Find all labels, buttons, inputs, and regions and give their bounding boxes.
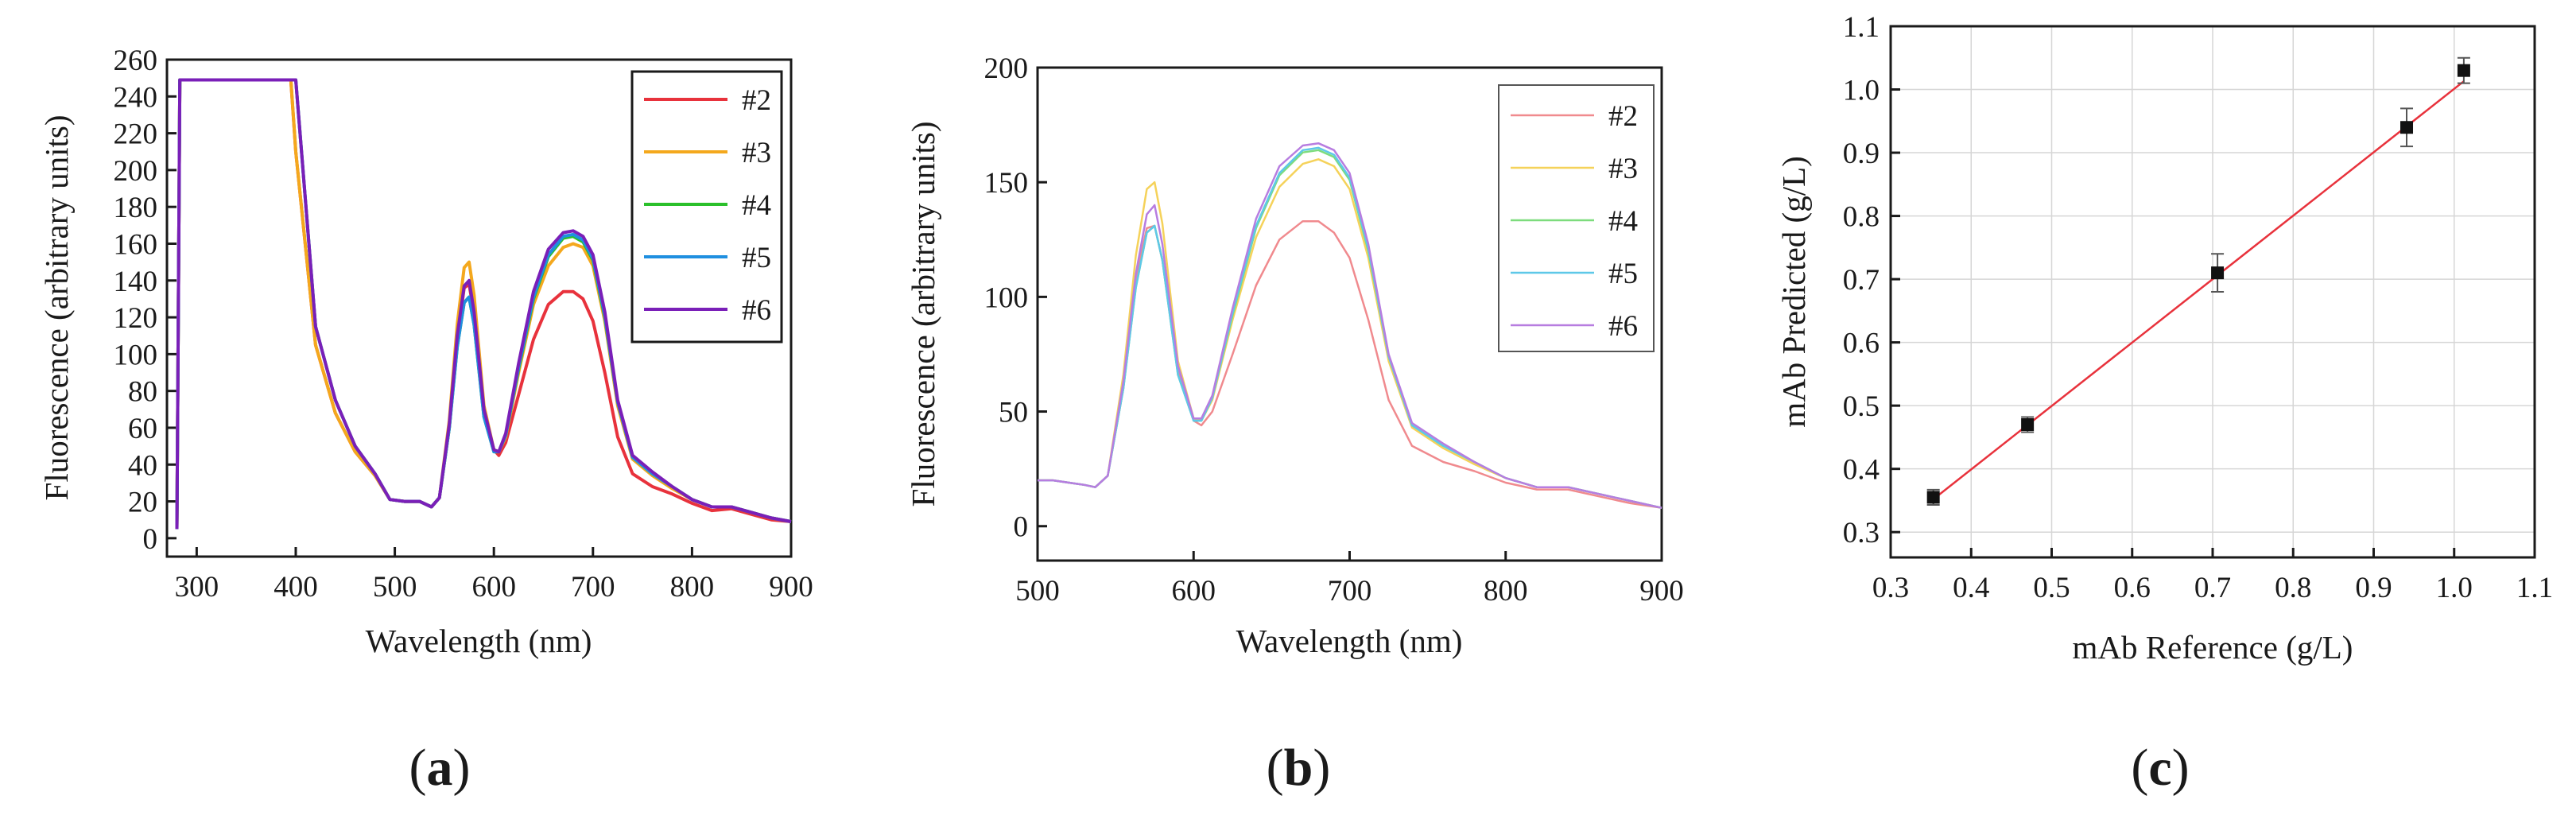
panel-a-plot-frame [165, 58, 793, 558]
data-point [2457, 64, 2470, 77]
y-tick-label: 0.6 [1843, 328, 1880, 360]
x-tick-label: 900 [769, 571, 813, 604]
x-tick-label: 600 [471, 571, 516, 604]
y-tick-label: 100 [984, 281, 1029, 314]
legend-label-n6: #6 [742, 294, 771, 327]
panel-b-curves [1038, 142, 1662, 509]
x-tick-label: 700 [571, 571, 615, 604]
x-tick-label: 1.1 [2516, 572, 2553, 604]
panel-a-ylabel: Fluorescence (arbitrary units) [38, 115, 75, 501]
y-tick-label: 0 [143, 523, 158, 556]
x-tick-label: 0.7 [2194, 572, 2231, 604]
fit-line [1932, 80, 2465, 500]
legend-label-n6: #6 [1608, 310, 1638, 343]
legend-label-n5: #5 [1608, 258, 1638, 290]
y-tick-label: 0.4 [1843, 454, 1880, 487]
y-tick-label: 60 [128, 413, 157, 445]
y-tick-label: 260 [114, 45, 158, 77]
y-tick-label: 160 [114, 228, 158, 261]
panel-c-fit [1932, 80, 2465, 500]
panel-a-curves [175, 78, 792, 530]
panel-b-xlabel: Wavelength (nm) [1236, 623, 1463, 659]
x-tick-label: 600 [1172, 575, 1216, 607]
x-tick-label: 400 [274, 571, 318, 604]
y-tick-label: 180 [114, 192, 158, 224]
panel-b-ticks: 500 600 700 800 900 0 50 100 150 200 [984, 52, 1684, 607]
panel-b-legend-box [1498, 84, 1655, 352]
y-tick-label: 0.7 [1843, 264, 1880, 297]
panel-a-legend-box [630, 70, 783, 344]
series-line-n4 [175, 78, 792, 530]
y-tick-label: 240 [114, 81, 158, 114]
panel-b-ylabel: Fluorescence (arbitrary units) [905, 122, 941, 507]
data-point [2400, 121, 2414, 134]
legend-label-n3: #3 [1608, 153, 1638, 185]
y-tick-label: 0 [1014, 511, 1029, 544]
x-tick-label: 0.3 [1872, 572, 1909, 604]
x-tick-label: 1.0 [2436, 572, 2473, 604]
panel-a-xlabel: Wavelength (nm) [366, 623, 592, 659]
legend-label-n3: #3 [742, 137, 771, 169]
panel-b-legend: #2 #3 #4 #5 #6 [1498, 84, 1655, 352]
x-tick-label: 700 [1328, 575, 1372, 607]
y-tick-label: 1.1 [1843, 11, 1880, 44]
data-point [2021, 418, 2035, 431]
y-tick-label: 120 [114, 302, 158, 335]
x-tick-label: 800 [670, 571, 715, 604]
y-tick-label: 200 [984, 52, 1029, 85]
legend-label-n4: #4 [742, 189, 771, 222]
panel-a-caption: (a) [409, 739, 471, 797]
panel-c-ylabel: mAb Predicted (g/L) [1775, 156, 1812, 428]
panel-a-legend: #2 #3 #4 #5 #6 [630, 70, 783, 344]
y-tick-label: 0.5 [1843, 390, 1880, 423]
x-tick-label: 0.5 [2033, 572, 2070, 604]
y-tick-label: 50 [999, 397, 1028, 429]
data-point [2211, 266, 2225, 280]
x-tick-label: 300 [175, 571, 219, 604]
y-tick-label: 200 [114, 155, 158, 188]
x-tick-label: 900 [1639, 575, 1684, 607]
series-line-n6 [1038, 142, 1662, 509]
x-tick-label: 0.4 [1953, 572, 1989, 604]
x-tick-label: 500 [1015, 575, 1060, 607]
panel-c-ticks: 0.3 0.4 0.5 0.6 0.7 0.8 0.9 1.0 1.1 0.3 0.4 0.5 0.6 0… [1843, 11, 2553, 604]
panel-c-xlabel: mAb Reference (g/L) [2073, 629, 2353, 666]
y-tick-label: 0.9 [1843, 138, 1880, 170]
y-tick-label: 1.0 [1843, 75, 1880, 107]
panel-a-caption-letter: a [427, 739, 453, 797]
series-line-n3 [175, 78, 792, 530]
y-tick-label: 140 [114, 266, 158, 298]
panel-b-caption-letter: b [1284, 739, 1313, 797]
y-tick-label: 100 [114, 339, 158, 371]
series-line-n6 [175, 78, 792, 530]
x-tick-label: 800 [1484, 575, 1528, 607]
panel-c-caption-letter: c [2148, 739, 2171, 797]
y-tick-label: 20 [128, 487, 157, 519]
panel-a-ticks: 300 400 500 600 700 800 900 0 20 40 60 80 100 120 140 1… [114, 45, 813, 604]
series-line-n2 [175, 78, 792, 530]
x-tick-label: 500 [373, 571, 417, 604]
y-tick-label: 0.3 [1843, 517, 1880, 549]
panel-b: 500 600 700 800 900 0 50 100 150 200 #2 #3 #4 #5 #6 W… [905, 52, 1684, 797]
y-tick-label: 80 [128, 376, 157, 409]
panel-c-caption: (c) [2131, 739, 2189, 797]
y-tick-label: 220 [114, 118, 158, 151]
x-tick-label: 0.9 [2355, 572, 2392, 604]
legend-label-n5: #5 [742, 242, 771, 274]
x-tick-label: 0.8 [2275, 572, 2311, 604]
panel-a: 300 400 500 600 700 800 900 0 20 40 60 80 100 120 140 1… [38, 45, 813, 797]
data-point [1926, 491, 1940, 504]
legend-label-n2: #2 [1608, 100, 1638, 133]
panel-b-caption: (b) [1267, 739, 1331, 797]
y-tick-label: 0.8 [1843, 201, 1880, 234]
series-line-n5 [175, 78, 792, 530]
panel-c-points [1926, 56, 2470, 506]
panel-c: 0.3 0.4 0.5 0.6 0.7 0.8 0.9 1.0 1.1 0.3 0.4 0.5 0.6 0… [1775, 11, 2553, 797]
legend-label-n2: #2 [742, 84, 771, 117]
y-tick-label: 150 [984, 167, 1029, 200]
x-tick-label: 0.6 [2114, 572, 2151, 604]
y-tick-label: 40 [128, 449, 157, 482]
legend-label-n4: #4 [1608, 205, 1638, 238]
